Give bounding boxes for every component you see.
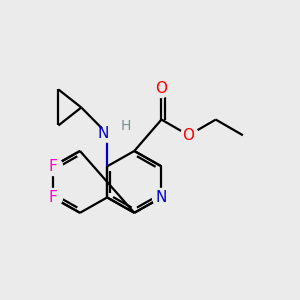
Text: O: O	[155, 81, 167, 96]
Text: F: F	[49, 190, 57, 205]
Text: F: F	[49, 159, 57, 174]
Text: H: H	[120, 119, 131, 133]
Text: N: N	[156, 190, 167, 205]
Text: N: N	[98, 126, 109, 141]
Text: O: O	[183, 128, 195, 143]
